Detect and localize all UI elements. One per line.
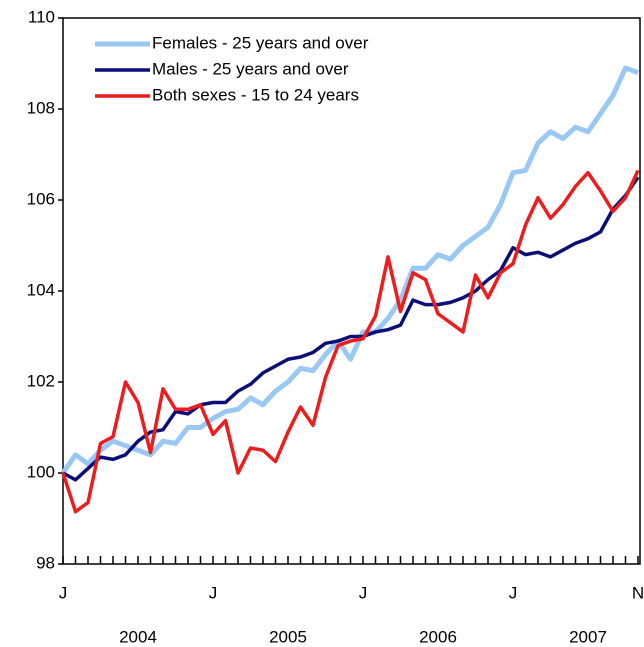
x-tick-label: N	[632, 583, 644, 602]
legend-label: Males - 25 years and over	[152, 59, 349, 78]
series-line	[62, 176, 640, 482]
y-tick-label: 108	[27, 98, 55, 117]
y-tick-label: 100	[27, 462, 55, 481]
y-tick-label: 106	[27, 189, 55, 208]
year-label: 2007	[569, 627, 607, 646]
year-label: 2004	[119, 627, 157, 646]
y-tick-label: 102	[27, 371, 55, 390]
x-tick-label: J	[209, 583, 218, 602]
year-label: 2005	[269, 627, 307, 646]
legend-label: Both sexes - 15 to 24 years	[152, 85, 359, 104]
series-line	[60, 65, 639, 475]
x-tick-label: J	[59, 583, 68, 602]
x-tick-label: J	[509, 583, 518, 602]
y-tick-label: 110	[28, 7, 55, 26]
x-tick-label: J	[359, 583, 368, 602]
legend-label: Females - 25 years and over	[152, 33, 369, 52]
series-line	[61, 169, 640, 514]
y-tick-label: 98	[36, 553, 55, 572]
year-label: 2006	[419, 627, 457, 646]
y-tick-label: 104	[27, 280, 55, 299]
